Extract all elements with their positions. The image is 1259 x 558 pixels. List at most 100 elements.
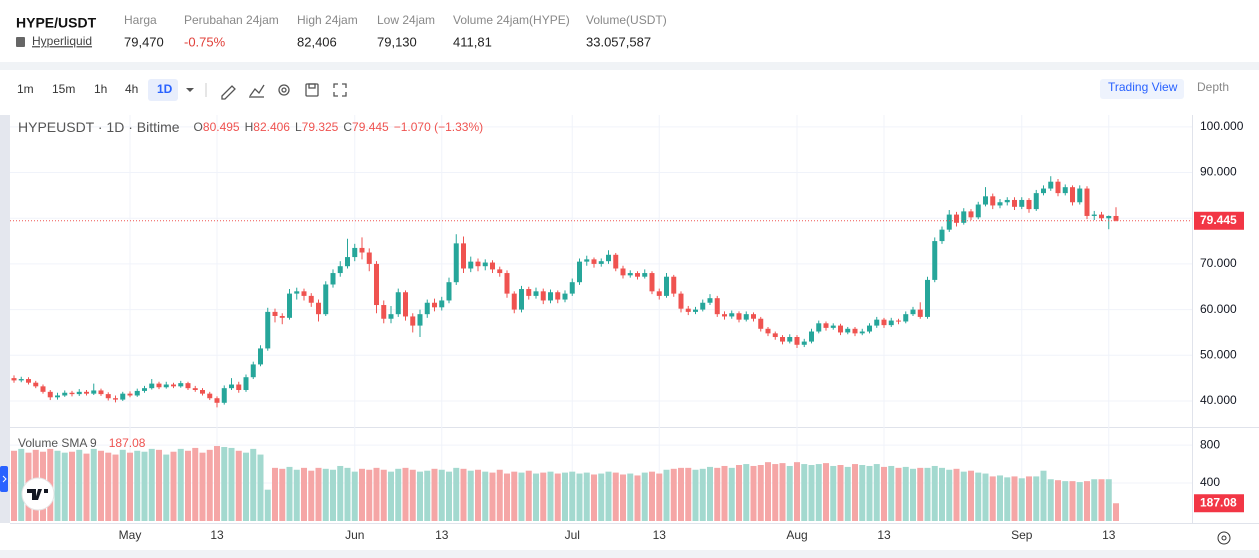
volume-bar — [489, 472, 496, 521]
candle-body — [736, 313, 742, 320]
volume-bar — [525, 470, 532, 521]
volume-bar — [750, 465, 757, 521]
candle-body — [881, 319, 887, 326]
candle-body — [388, 314, 394, 319]
interval-button[interactable]: 4h — [125, 82, 138, 96]
candle-body — [62, 392, 68, 396]
volume-bar — [844, 466, 851, 521]
candle-body — [171, 384, 176, 387]
candle-body — [395, 292, 401, 315]
candle-body — [410, 316, 416, 326]
candle-body — [424, 302, 430, 315]
candle-body — [1033, 193, 1039, 210]
y-tick-label: 50.000 — [1200, 347, 1237, 361]
candle-body — [316, 302, 321, 315]
interval-button[interactable]: 1D — [157, 82, 173, 96]
candle-body — [548, 292, 553, 301]
candle-body — [983, 196, 988, 205]
pair: HYPE/USDT — [16, 15, 97, 31]
volume-bar — [1069, 481, 1076, 521]
view-tab[interactable]: Depth — [1197, 80, 1229, 94]
volume-bar — [337, 465, 344, 521]
candle-body — [192, 388, 198, 390]
volume-bar — [946, 469, 953, 521]
candle-body — [149, 383, 155, 389]
interval-button[interactable]: 15m — [52, 82, 75, 96]
volume-bar — [395, 468, 402, 521]
exchange-icon — [16, 37, 25, 47]
ohlc-letter: H — [245, 120, 254, 134]
volume-bar — [931, 465, 938, 521]
candle-body — [780, 337, 785, 342]
volume-sma: 187.08 — [109, 436, 146, 450]
candle-body — [888, 320, 894, 326]
volume-bar — [286, 466, 293, 521]
volume-bar — [511, 471, 518, 521]
candle-body — [468, 261, 474, 269]
volume-bar — [453, 467, 460, 521]
toolbar-icons[interactable] — [221, 83, 347, 100]
ohlc-letter: C — [343, 120, 352, 134]
volume-bar — [373, 467, 380, 521]
last-price-label: 79.445 — [1200, 213, 1237, 227]
stat-label: Volume 24jam(HYPE) — [453, 13, 570, 27]
volume-bar — [656, 473, 663, 521]
volume-bar — [243, 452, 249, 521]
x-tick-label: 13 — [435, 528, 449, 542]
volume-bar — [808, 465, 815, 521]
candle-body — [98, 390, 104, 395]
candle-body — [823, 323, 829, 328]
candle-body — [664, 276, 669, 296]
candle-body — [859, 331, 865, 334]
candle-body — [40, 386, 46, 392]
candle-body — [722, 314, 727, 317]
volume-bar — [765, 462, 771, 521]
volume-bar — [257, 454, 264, 521]
candle-body — [381, 305, 387, 319]
candle-body — [787, 337, 793, 342]
volume-bar — [620, 474, 626, 521]
candle-body — [1106, 215, 1112, 219]
volume-bar — [199, 452, 206, 521]
stat-value: -0.75% — [184, 34, 226, 49]
candle-body — [562, 293, 568, 300]
candle-body — [613, 254, 619, 269]
candle-body — [279, 315, 285, 318]
view-tab[interactable]: Trading View — [1108, 80, 1178, 94]
tv-logo-mark — [27, 489, 48, 500]
x-tick-label: Jun — [345, 528, 364, 542]
candle-body — [113, 398, 118, 400]
candle-body — [1026, 199, 1032, 210]
settings-icon[interactable] — [1217, 531, 1231, 545]
volume-bar — [873, 464, 880, 521]
left-strip — [0, 115, 10, 523]
exchange-link[interactable]: Hyperliquid — [32, 34, 92, 48]
candle-body — [729, 313, 735, 317]
candle-body — [1062, 187, 1068, 194]
volume-bar — [707, 466, 713, 521]
candle-body — [1113, 215, 1119, 221]
candle-body — [1070, 187, 1075, 203]
candle-body — [584, 259, 590, 262]
volume-legend: Volume SMA 9 187.08 — [18, 436, 146, 450]
candle-body — [294, 291, 300, 294]
candle-body — [1004, 199, 1010, 203]
y-tick-label: 100.000 — [1200, 119, 1244, 133]
volume-bar — [837, 465, 844, 521]
volume-bar — [127, 452, 133, 521]
volume-bar — [54, 450, 61, 521]
sidebar-handle[interactable] — [0, 466, 8, 492]
interval-button[interactable]: 1m — [17, 82, 34, 96]
interval-button[interactable]: 1h — [94, 82, 107, 96]
candle-body — [569, 282, 575, 294]
candle-body — [366, 252, 372, 264]
last-price-tag — [1194, 211, 1244, 230]
candle-body — [461, 243, 466, 269]
dropdown-arrow[interactable] — [186, 88, 194, 92]
candle-body — [76, 391, 82, 395]
volume-bar — [366, 469, 373, 521]
volume-bar — [409, 469, 416, 521]
candle-body — [801, 341, 807, 345]
volume-bar — [235, 450, 242, 521]
